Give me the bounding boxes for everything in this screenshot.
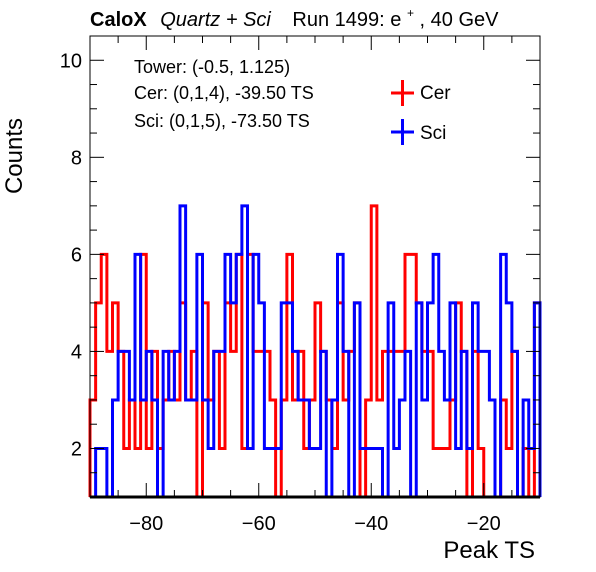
title-superscript: + (407, 6, 414, 20)
title-energy: , 40 GeV (420, 9, 500, 31)
legend-marker-cer (391, 80, 414, 106)
y-tick-label: 4 (71, 341, 82, 363)
annotation-tower: Tower: (-0.5, 1.125) (134, 57, 290, 77)
legend-label-sci: Sci (420, 123, 446, 144)
y-axis-label: Counts (1, 118, 28, 194)
annotation-sci: Sci: (0,1,5), -73.50 TS (134, 111, 310, 131)
axes-layer: −80 −60 −40 −20 2 4 6 8 10 (60, 35, 541, 535)
y-tick-label: 2 (71, 438, 82, 460)
y-tick-label: 10 (60, 50, 82, 72)
y-tick-label: 6 (71, 244, 82, 266)
series-layer (88, 204, 542, 499)
x-axis-label: Peak TS (443, 537, 535, 564)
x-tick-label: −80 (129, 513, 163, 535)
y-tick-label: 8 (71, 147, 82, 169)
x-tick-label: −60 (242, 513, 276, 535)
annotation-cer: Cer: (0,1,4), -39.50 TS (134, 83, 314, 103)
title-run: Run 1499: e (292, 9, 401, 31)
legend-label-cer: Cer (420, 83, 451, 104)
title-bold: CaloX (90, 9, 147, 31)
title-italic: Quartz + Sci (160, 9, 271, 31)
x-tick-label: −20 (467, 513, 501, 535)
legend: Cer Sci (391, 80, 451, 145)
series-sci-line (90, 204, 542, 499)
x-tick-label: −40 (354, 513, 388, 535)
chart-title: CaloX Quartz + Sci Run 1499: e + , 40 Ge… (90, 0, 499, 31)
legend-marker-sci (391, 119, 414, 145)
